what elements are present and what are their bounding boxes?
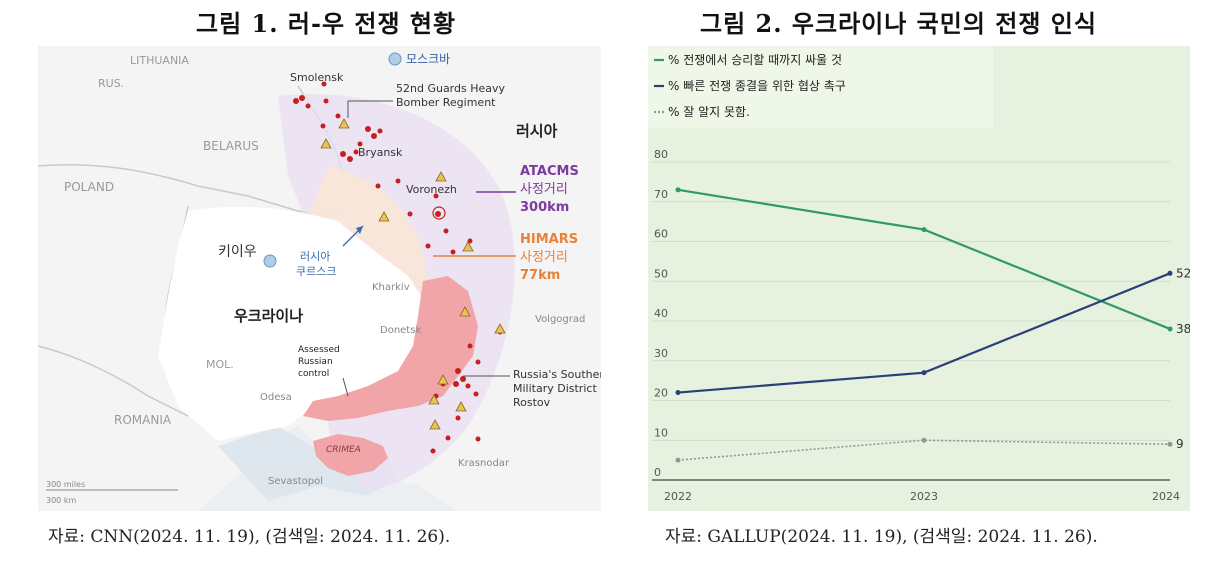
scale-km: 300 km	[46, 496, 76, 505]
series-2-point	[1167, 270, 1173, 276]
chart-x-ticks: 2022 2023 2024	[664, 490, 1180, 503]
airfield-markers	[320, 118, 506, 430]
x-tick-label: 2022	[664, 490, 692, 503]
label-smolensk: Smolensk	[290, 71, 344, 84]
label-assessed-line3: control	[298, 369, 329, 379]
y-tick-label: 80	[654, 148, 668, 161]
label-himars-line3: 77km	[520, 268, 560, 283]
war-map-svg: LITHUANIA RUS. BELARUS POLAND MOL. ROMAN…	[37, 46, 621, 511]
label-bomber-line2: Bomber Regiment	[396, 96, 496, 109]
line-chart-svg: % 전쟁에서 승리할 때까지 싸울 것 % 빠른 전쟁 종결을 위한 협상 촉구%…	[648, 46, 1191, 511]
legend-box	[648, 46, 993, 128]
figure1-title: 그림 1. 러-우 전쟁 현황	[196, 9, 457, 38]
label-kyiv: 키이우	[218, 244, 257, 260]
label-atacms-line1: ATACMS	[520, 164, 579, 179]
label-atacms-line2: 사정거리	[520, 182, 568, 197]
border-belarus	[37, 163, 339, 217]
kursk-arrow-icon	[356, 226, 363, 234]
figure1-caption: 자료: CNN(2024. 11. 19), (검색일: 2024. 11. 2…	[48, 527, 451, 547]
label-krasnodar: Krasnodar	[458, 458, 510, 469]
series-2-point	[675, 390, 681, 396]
ukraine-area	[158, 206, 428, 441]
label-poland: POLAND	[64, 180, 114, 194]
series-3-point	[921, 437, 927, 443]
series-3-point	[1167, 441, 1173, 447]
black-sea	[218, 426, 398, 501]
label-hq-line1: Russia's Southern	[513, 368, 601, 381]
legend-label-1: % 전쟁에서 승리할 때까지 싸울 것	[668, 53, 842, 67]
figure2-title: 그림 2. 우크라이나 국민의 전쟁 인식	[700, 9, 1097, 38]
chart-gridlines	[652, 161, 1170, 481]
label-rus: RUS.	[98, 77, 124, 90]
y-tick-label: 20	[654, 387, 668, 400]
label-moscow: 모스크바	[406, 52, 450, 66]
label-belarus: BELARUS	[203, 139, 259, 153]
y-tick-label: 50	[654, 267, 668, 280]
series-2-end-label: 52	[1176, 266, 1190, 280]
label-romania: ROMANIA	[114, 413, 172, 427]
label-mol: MOL.	[206, 358, 234, 371]
y-tick-label: 70	[654, 188, 668, 201]
label-sevastopol: Sevastopol	[268, 476, 323, 487]
x-tick-label: 2023	[910, 490, 938, 503]
russian-control-zone	[303, 276, 478, 421]
bomber-pointer	[347, 100, 393, 118]
label-hq-line2: Military District HQ,	[513, 382, 601, 395]
chart-series: 38 52 9	[675, 187, 1191, 463]
assessed-pointer	[342, 377, 349, 397]
label-odesa: Odesa	[260, 392, 292, 403]
label-donetsk: Donetsk	[380, 325, 421, 336]
label-hq-line3: Rostov	[513, 396, 551, 409]
y-tick-label: 0	[654, 466, 661, 479]
y-tick-label: 40	[654, 307, 668, 320]
legend-label-2: % 빠른 전쟁 종결을 위한 협상 촉구	[668, 79, 846, 93]
series-1-point	[921, 227, 927, 233]
label-himars-line1: HIMARS	[520, 232, 578, 247]
label-ukraine: 우크라이나	[234, 307, 303, 325]
label-crimea: CRIMEA	[326, 445, 361, 455]
x-tick-label: 2024	[1152, 490, 1180, 503]
crimea-area	[313, 434, 388, 476]
scale-miles: 300 miles	[46, 480, 85, 489]
label-russia: 러시아	[516, 122, 558, 140]
series-3-end-label: 9	[1176, 437, 1184, 451]
y-tick-label: 10	[654, 426, 668, 439]
y-tick-label: 30	[654, 347, 668, 360]
label-atacms-line3: 300km	[520, 200, 569, 215]
series-1-end-label: 38	[1176, 322, 1190, 336]
chart-y-ticks: 0 10 20 30 40 50 60 70 80	[654, 148, 668, 479]
border-romania	[37, 345, 189, 417]
label-volgograd: Volgograd	[535, 314, 585, 325]
legend-label-3: % 잘 알지 못함.	[668, 105, 750, 119]
label-kharkiv: Kharkiv	[372, 282, 410, 293]
voronezh-target-icon	[432, 206, 446, 220]
moscow-marker	[388, 52, 402, 66]
war-map: LITHUANIA RUS. BELARUS POLAND MOL. ROMAN…	[37, 46, 621, 511]
series-1-point	[1167, 326, 1173, 332]
label-kursk-line1: 러시아	[300, 250, 330, 263]
label-bomber-line1: 52nd Guards Heavy	[396, 82, 506, 95]
series-2-point	[921, 370, 927, 376]
label-kursk-line2: 쿠르스크	[296, 265, 336, 278]
y-tick-label: 60	[654, 228, 668, 241]
figure2-caption: 자료: GALLUP(2024. 11. 19), (검색일: 2024. 11…	[665, 527, 1098, 547]
label-assessed-line1: Assessed	[298, 345, 340, 355]
label-himars-line2: 사정거리	[520, 250, 568, 265]
label-bryansk: Bryansk	[358, 146, 403, 159]
opinion-chart: % 전쟁에서 승리할 때까지 싸울 것 % 빠른 전쟁 종결을 위한 협상 촉구%…	[648, 46, 1191, 511]
chart-legend: % 전쟁에서 승리할 때까지 싸울 것 % 빠른 전쟁 종결을 위한 협상 촉구%…	[654, 53, 846, 119]
kyiv-marker	[263, 254, 277, 268]
series-1-point	[675, 187, 681, 193]
label-voronezh: Voronezh	[406, 183, 457, 196]
label-assessed-line2: Russian	[298, 357, 333, 367]
series-3-point	[675, 457, 681, 463]
label-lithuania: LITHUANIA	[130, 54, 189, 67]
